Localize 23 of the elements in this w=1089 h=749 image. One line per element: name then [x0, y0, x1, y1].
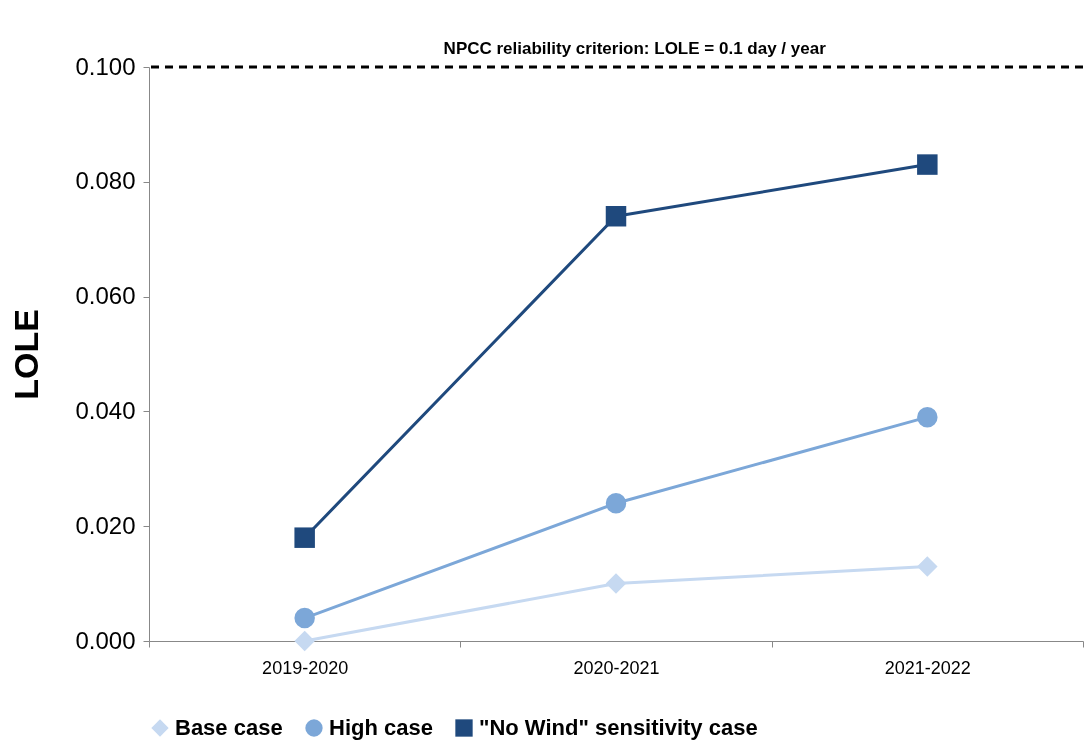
legend-label: Base case — [175, 715, 283, 740]
y-tick-label: 0.000 — [75, 626, 136, 654]
point — [917, 556, 938, 577]
legend-label: High case — [329, 715, 433, 740]
y-tick-label: 0.040 — [75, 396, 136, 424]
y-tick-label: 0.080 — [75, 167, 136, 195]
ref-line-label: NPCC reliability criterion: LOLE = 0.1 day / year — [443, 39, 827, 58]
point — [917, 406, 938, 428]
y-axis-title: LOLE — [7, 309, 46, 400]
point — [294, 527, 315, 548]
x-tick-label: 2021-2022 — [884, 657, 971, 678]
point — [605, 205, 627, 227]
x-tick-label: 2020-2021 — [573, 657, 660, 678]
y-tick-label: 0.020 — [75, 511, 136, 539]
y-tick-label: 0.100 — [75, 52, 136, 80]
point — [605, 573, 627, 594]
point — [605, 493, 627, 514]
point — [917, 154, 938, 175]
y-tick-label: 0.060 — [75, 282, 136, 310]
point — [294, 607, 315, 629]
legend-label: "No Wind" sensitivity case — [479, 715, 758, 740]
x-tick-label: 2019-2020 — [262, 657, 349, 678]
point — [294, 630, 315, 652]
